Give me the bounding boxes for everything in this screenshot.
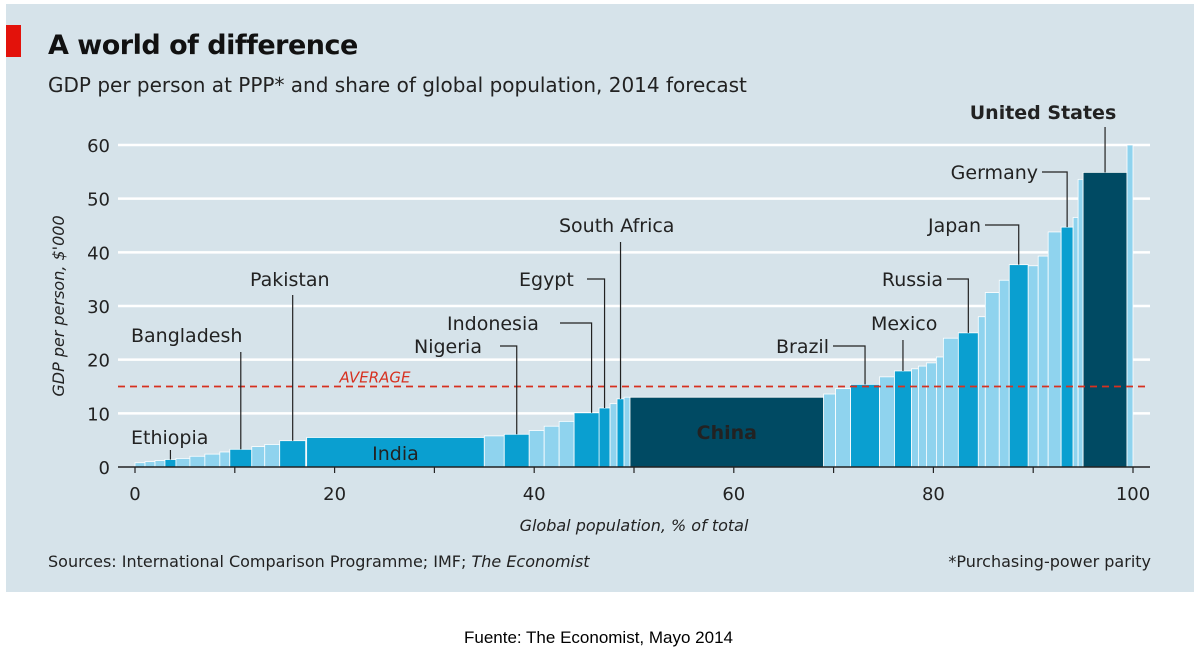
bar (175, 458, 191, 468)
label-mexico: Mexico (871, 313, 937, 335)
bar (935, 356, 944, 468)
bar (1037, 255, 1049, 468)
footnote: *Purchasing-power parity (948, 552, 1151, 571)
axes: 0 10 20 30 40 50 60 0 20 40 60 80 100 (87, 136, 1150, 505)
bar-ethiopia (164, 459, 177, 468)
bar (623, 396, 631, 468)
label-nigeria: Nigeria (414, 336, 482, 358)
label-pakistan: Pakistan (250, 269, 330, 291)
bar (219, 451, 231, 468)
bar (942, 337, 959, 468)
label-south-africa: South Africa (559, 215, 674, 237)
bar (483, 435, 505, 468)
bar-brazil (850, 383, 880, 468)
bar (1027, 265, 1039, 468)
sources-publication: The Economist (471, 552, 590, 571)
image-caption: Fuente: The Economist, Mayo 2014 (463, 628, 733, 647)
bar (264, 444, 281, 468)
y-tick-label: 60 (87, 136, 110, 157)
leader-brazil (833, 345, 866, 385)
bars (134, 144, 1134, 468)
bar (879, 376, 895, 468)
bar (1072, 217, 1079, 468)
bar-pakistan (279, 440, 307, 468)
sources-prefix: Sources: International Comparison Progra… (48, 552, 472, 571)
x-tick-label: 0 (129, 484, 140, 505)
x-tick-label: 100 (1116, 484, 1150, 505)
bar (911, 368, 919, 468)
bar (144, 461, 156, 468)
bar (543, 425, 560, 468)
y-tick-label: 10 (87, 404, 110, 425)
bar (189, 455, 206, 468)
x-tick-label: 40 (523, 484, 546, 505)
y-tick-label: 30 (87, 297, 110, 318)
red-accent-tab (6, 25, 21, 57)
bar-nigeria (503, 433, 530, 468)
country-labels: Ethiopia Bangladesh Pakistan India NigeriaIn… (131, 102, 1116, 465)
y-tick-label: 20 (87, 351, 110, 372)
bar (528, 430, 545, 468)
bar-india (306, 437, 485, 468)
bar (1077, 178, 1084, 468)
bar (984, 292, 1000, 468)
label-bangladesh: Bangladesh (131, 325, 242, 347)
bar-mexico (894, 370, 912, 468)
leader-russia (947, 278, 969, 333)
bar (1047, 231, 1062, 468)
bar (251, 446, 266, 468)
y-axis-title: GDP per person, $'000 (49, 215, 68, 396)
label-germany: Germany (951, 162, 1038, 184)
bar (204, 453, 221, 468)
chart-subtitle: GDP per person at PPP* and share of glob… (48, 73, 747, 97)
sources-note: Sources: International Comparison Progra… (48, 552, 590, 571)
label-india: India (372, 443, 419, 465)
bar-bangladesh (229, 448, 253, 468)
bar (823, 393, 836, 468)
average-label: AVERAGE (338, 369, 411, 387)
bar (154, 460, 166, 468)
chart-svg: AVERAGE 0 10 20 30 40 50 60 0 20 40 60 80 100 Ethiop… (49, 102, 1150, 535)
y-tick-label: 0 (99, 458, 110, 479)
bar (977, 316, 986, 468)
bar-south-africa (616, 398, 625, 468)
bar (558, 420, 575, 468)
label-china: China (697, 422, 757, 444)
x-tick-label: 80 (922, 484, 945, 505)
leader-egypt (587, 278, 606, 408)
bar (1126, 144, 1134, 468)
label-egypt: Egypt (519, 269, 574, 291)
y-tick-label: 50 (87, 190, 110, 211)
bar (918, 365, 927, 468)
label-ethiopia: Ethiopia (131, 427, 208, 449)
bar-japan (1008, 264, 1029, 468)
label-brazil: Brazil (776, 336, 829, 358)
label-united-states: United States (970, 102, 1117, 124)
bar-egypt (598, 407, 611, 468)
average-line-group: AVERAGE (118, 369, 1150, 388)
bar-russia (957, 332, 979, 468)
leader-indonesia (560, 322, 593, 413)
leader-germany (1042, 171, 1068, 228)
bar (835, 388, 851, 468)
chart-title: A world of difference (48, 30, 358, 61)
bar (609, 403, 618, 468)
leader-nigeria (500, 345, 518, 435)
label-japan: Japan (927, 215, 981, 237)
x-tick-label: 60 (722, 484, 745, 505)
x-tick-label: 20 (323, 484, 346, 505)
x-axis-title: Global population, % of total (520, 516, 749, 535)
label-indonesia: Indonesia (447, 313, 539, 335)
y-tick-label: 40 (87, 243, 110, 264)
bar (926, 362, 937, 468)
leader-japan (985, 224, 1020, 265)
bar-china (629, 396, 825, 468)
bar-united-states (1082, 171, 1128, 468)
bar-germany (1060, 226, 1074, 468)
label-russia: Russia (882, 269, 943, 291)
bar (998, 279, 1010, 468)
